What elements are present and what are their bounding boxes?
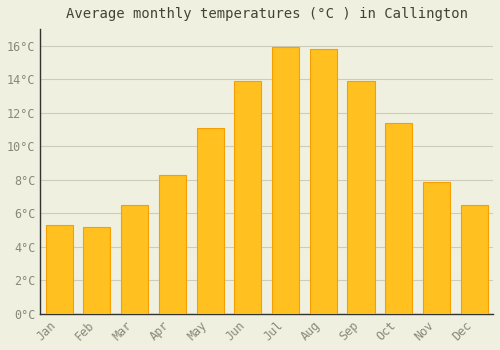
Bar bbox=[121, 205, 148, 314]
Bar bbox=[84, 227, 110, 314]
Bar bbox=[234, 81, 262, 314]
Bar bbox=[272, 48, 299, 314]
Bar bbox=[385, 123, 412, 314]
Bar bbox=[196, 128, 224, 314]
Bar bbox=[310, 49, 337, 314]
Bar bbox=[348, 81, 374, 314]
Bar bbox=[159, 175, 186, 314]
Bar bbox=[423, 182, 450, 314]
Bar bbox=[46, 225, 73, 314]
Title: Average monthly temperatures (°C ) in Callington: Average monthly temperatures (°C ) in Ca… bbox=[66, 7, 468, 21]
Bar bbox=[460, 205, 488, 314]
